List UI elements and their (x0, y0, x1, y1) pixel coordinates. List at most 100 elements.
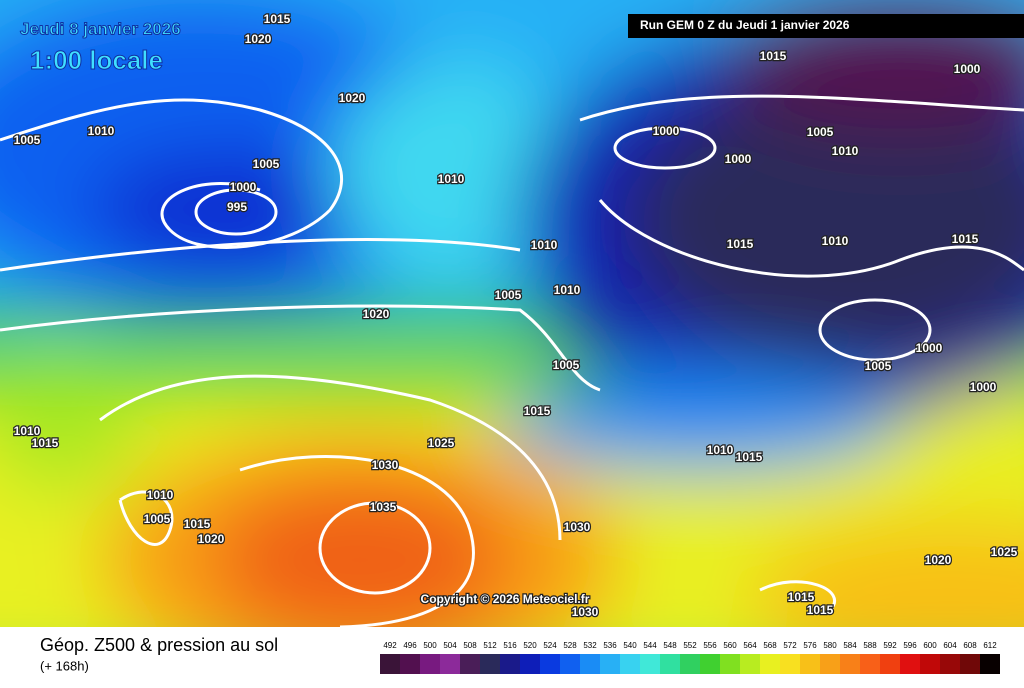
legend-label: 544 (643, 641, 657, 650)
color-legend: 492 496 500 504 508 512 516 520 524 528 532 536 540 5… (380, 641, 1000, 674)
isobar-label: 1015 (760, 49, 787, 63)
isobar-label: 1030 (564, 520, 591, 534)
legend-label: 504 (443, 641, 457, 650)
local-time: 1:00 locale (30, 45, 163, 75)
legend-swatch (800, 654, 820, 674)
legend-swatch (940, 654, 960, 674)
legend-label: 580 (823, 641, 837, 650)
legend-label: 564 (743, 641, 757, 650)
isobar-label: 1010 (822, 234, 849, 248)
isobar-label: 1015 (264, 12, 291, 26)
run-banner (628, 14, 1024, 38)
isobar-label: 1010 (438, 172, 465, 186)
legend-label: 500 (423, 641, 437, 650)
legend-swatch (740, 654, 760, 674)
isobar-label: 1025 (428, 436, 455, 450)
isobar-label: 1000 (725, 152, 752, 166)
legend-label: 516 (503, 641, 517, 650)
legend-swatch (540, 654, 560, 674)
isobar-label: 1015 (184, 517, 211, 531)
legend-swatch (820, 654, 840, 674)
isobar-label: 1020 (363, 307, 390, 321)
legend-swatch (880, 654, 900, 674)
footer-subtitle: (+ 168h) (40, 658, 89, 673)
legend-label: 600 (923, 641, 937, 650)
isobar-label: 1010 (531, 238, 558, 252)
legend-label: 540 (623, 641, 637, 650)
legend-swatch (760, 654, 780, 674)
legend-label: 604 (943, 641, 957, 650)
isobar-label: 1015 (727, 237, 754, 251)
isobar-label: 1000 (954, 62, 981, 76)
isobar-label: 1000 (970, 380, 997, 394)
isobar-label: 1020 (339, 91, 366, 105)
isobars (0, 94, 1024, 627)
legend-label: 576 (803, 641, 817, 650)
isobar-label: 1005 (144, 512, 171, 526)
legend-swatch (500, 654, 520, 674)
isobar-label: 1010 (88, 124, 115, 138)
legend-swatch (920, 654, 940, 674)
isobar-label: 1020 (925, 553, 952, 567)
isobar-label: 1005 (807, 125, 834, 139)
legend-label: 548 (663, 641, 677, 650)
legend-swatch (700, 654, 720, 674)
legend-swatch (840, 654, 860, 674)
isobar-label: 1005 (865, 359, 892, 373)
isobar-label: 1015 (736, 450, 763, 464)
legend-swatch (960, 654, 980, 674)
legend-swatch (860, 654, 880, 674)
legend-label: 556 (703, 641, 717, 650)
isobar-label: 1030 (372, 458, 399, 472)
isobar-label: 1010 (832, 144, 859, 158)
legend-label: 496 (403, 641, 417, 650)
legend-label: 492 (383, 641, 397, 650)
isobar-label: 1030 (572, 605, 599, 619)
legend-swatch (680, 654, 700, 674)
legend-label: 528 (563, 641, 577, 650)
isobar-label: 1015 (952, 232, 979, 246)
run-info: Run GEM 0 Z du Jeudi 1 janvier 2026 (640, 18, 850, 32)
legend-swatch (440, 654, 460, 674)
legend-label: 572 (783, 641, 797, 650)
legend-swatch (620, 654, 640, 674)
legend-label: 592 (883, 641, 897, 650)
legend-swatch (380, 654, 400, 674)
isobar-label: 995 (227, 200, 247, 214)
legend-label: 524 (543, 641, 557, 650)
legend-swatch (420, 654, 440, 674)
isobar-label: 1000 (653, 124, 680, 138)
legend-swatch (560, 654, 580, 674)
isobar-label: 1010 (14, 424, 41, 438)
legend-label: 584 (843, 641, 857, 650)
copyright: Copyright © 2026 Meteociel.fr (421, 592, 590, 606)
isobar-label: 1010 (147, 488, 174, 502)
legend-swatch (460, 654, 480, 674)
legend-label: 568 (763, 641, 777, 650)
isobar-label: 1005 (495, 288, 522, 302)
isobar-labels: 1015102010201005101010051000995101010101… (12, 11, 1019, 621)
legend-label: 532 (583, 641, 597, 650)
isobar-label: 1010 (707, 443, 734, 457)
legend-swatch (600, 654, 620, 674)
legend-label: 596 (903, 641, 917, 650)
isobar-label: 1005 (553, 358, 580, 372)
isobar-label: 1015 (807, 603, 834, 617)
legend-swatch (640, 654, 660, 674)
isobar-label: 1010 (554, 283, 581, 297)
legend-swatch (720, 654, 740, 674)
isobar-label: 1025 (991, 545, 1018, 559)
legend-label: 552 (683, 641, 697, 650)
isobar-label: 1005 (253, 157, 280, 171)
isobar-label: 1000 (230, 180, 257, 194)
isobar-label: 1020 (245, 32, 272, 46)
legend-swatch (660, 654, 680, 674)
isobar-label: 1015 (788, 590, 815, 604)
legend-label: 588 (863, 641, 877, 650)
legend-label: 608 (963, 641, 977, 650)
legend-label: 520 (523, 641, 537, 650)
legend-swatch (980, 654, 1000, 674)
legend-label: 512 (483, 641, 497, 650)
isobar-label: 1015 (524, 404, 551, 418)
